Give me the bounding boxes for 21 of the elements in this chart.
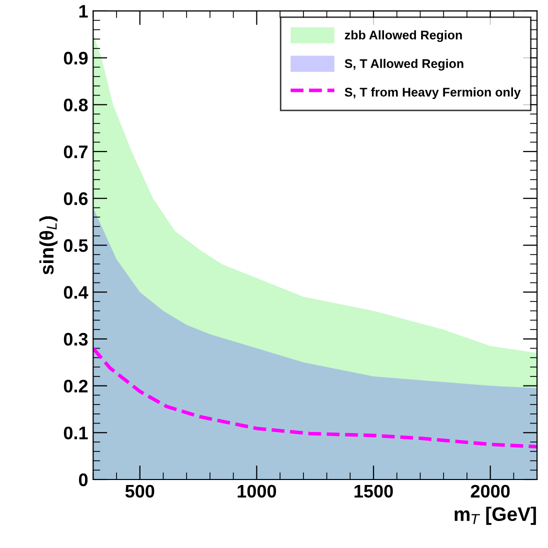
x-tick-label: 1000 — [238, 484, 276, 498]
x-axis-title: m$_{T}$ [GeV] — [454, 506, 536, 525]
line-series — [93, 346, 538, 448]
y-tick-label: 0.9 — [64, 52, 88, 65]
y-tick-label: 0.7 — [64, 145, 88, 158]
y-tick-label: 0.6 — [64, 192, 88, 206]
y-tick-label: 0.5 — [64, 239, 88, 252]
x-tick-label: 500 — [125, 484, 154, 498]
x-tick-label: 1500 — [354, 484, 393, 498]
legend-label: S, T from Heavy Fermion only — [344, 87, 521, 100]
legend-label: S, T Allowed Region — [344, 58, 464, 71]
y-axis-title: sin(θ$_{L}$) — [39, 216, 58, 274]
x-tick-label: 2000 — [470, 484, 510, 498]
y-tick-label: 0.8 — [64, 98, 88, 112]
y-tick-label: 0 — [78, 473, 88, 486]
y-tick-label: 1 — [79, 5, 88, 18]
y-tick-label: 0.4 — [64, 286, 88, 299]
y-tick-label: 0.3 — [64, 332, 88, 346]
legend-label: zbb Allowed Region — [344, 30, 462, 42]
y-tick-label: 0.1 — [64, 426, 88, 440]
y-tick-label: 0.2 — [64, 380, 88, 393]
